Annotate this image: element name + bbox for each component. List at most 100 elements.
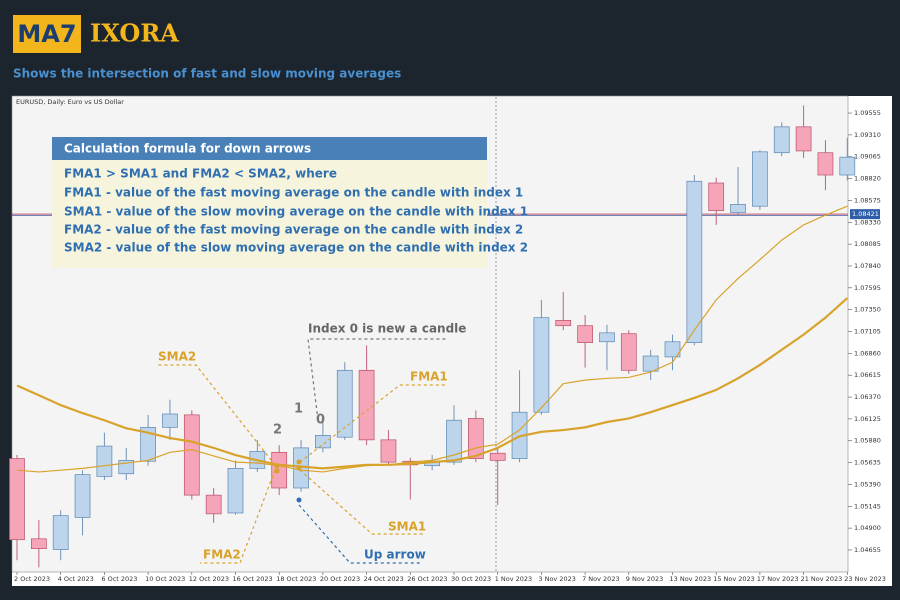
y-tick-label: 1.04900 <box>854 524 881 532</box>
x-tick-label: 13 Nov 2023 <box>670 575 712 583</box>
cross-dot <box>296 465 302 471</box>
leader <box>299 469 425 535</box>
y-tick-label: 1.05880 <box>854 437 881 445</box>
info-line: FMA1 > SMA1 and FMA2 < SMA2, where <box>64 167 337 181</box>
candle-body <box>839 156 856 176</box>
moving-average <box>16 297 849 470</box>
moving-average <box>16 205 848 473</box>
annotation: FMA1 <box>410 370 448 384</box>
candle-body <box>577 325 593 343</box>
candle-body <box>664 341 681 358</box>
candle-body <box>642 355 659 372</box>
y-tick-label: 1.07350 <box>854 306 881 314</box>
candle-body <box>620 333 637 371</box>
y-tick-label: 1.06860 <box>854 349 881 357</box>
price-label-box <box>850 209 880 220</box>
x-tick-label: 30 Oct 2023 <box>451 575 491 583</box>
x-tick-label: 21 Nov 2023 <box>801 575 843 583</box>
x-tick-label: 2 Oct 2023 <box>14 575 50 583</box>
candle-body <box>686 180 703 343</box>
candle-body <box>31 538 47 549</box>
y-tick-label: 1.05390 <box>854 480 881 488</box>
x-tick-label: 16 Oct 2023 <box>233 575 273 583</box>
candle-body <box>708 182 725 212</box>
x-tick-label: 6 Oct 2023 <box>101 575 137 583</box>
x-tick-label: 18 Oct 2023 <box>276 575 316 583</box>
annotation: 2 <box>273 423 282 438</box>
y-tick-label: 1.08330 <box>854 218 881 226</box>
y-tick-label: 1.08575 <box>854 196 881 204</box>
y-tick-label: 1.08085 <box>854 240 881 248</box>
x-tick-label: 1 Nov 2023 <box>495 575 533 583</box>
annotation: 0 <box>316 413 325 428</box>
leader <box>158 364 276 466</box>
x-tick-label: 17 Nov 2023 <box>757 575 799 583</box>
candle-body <box>795 126 812 152</box>
x-tick-label: 10 Oct 2023 <box>145 575 185 583</box>
y-tick-label: 1.07595 <box>854 284 881 292</box>
candle-body <box>162 413 178 428</box>
x-tick-label: 4 Oct 2023 <box>58 575 94 583</box>
annotation: 1 <box>294 402 303 417</box>
cross-dot <box>296 459 302 465</box>
info-line: FMA1 - value of the fast moving average … <box>64 186 523 200</box>
candle-body <box>468 418 484 459</box>
logo-badge: MA7 <box>17 20 76 48</box>
x-tick-label: 20 Oct 2023 <box>320 575 360 583</box>
info-box: Calculation formula for down arrows FMA1… <box>52 137 528 268</box>
candle-body <box>52 515 69 550</box>
annotation: Up arrow <box>364 548 426 562</box>
candle-body <box>336 369 353 438</box>
annotation: SMA2 <box>158 350 196 364</box>
x-tick-label: 7 Nov 2023 <box>582 575 620 583</box>
candle-body <box>555 320 572 327</box>
y-tick-label: 1.07105 <box>854 328 881 336</box>
candle-body <box>599 332 615 343</box>
y-tick-label: 1.09310 <box>854 131 881 139</box>
x-tick-label: 24 Oct 2023 <box>364 575 404 583</box>
candle-body <box>9 458 25 541</box>
y-tick-label: 1.06370 <box>854 393 881 401</box>
chart-title: EURUSD, Daily: Euro vs US Dollar <box>16 98 124 106</box>
y-tick-label: 1.07840 <box>854 262 881 270</box>
annotation: FMA2 <box>203 548 241 562</box>
x-tick-label: 23 Nov 2023 <box>844 575 886 583</box>
candle-body <box>817 152 834 176</box>
candle-body <box>752 151 768 207</box>
y-tick-label: 1.05145 <box>854 502 881 510</box>
leader <box>200 469 276 564</box>
candle-body <box>315 435 331 449</box>
x-tick-label: 12 Oct 2023 <box>189 575 229 583</box>
y-tick-label: 1.06615 <box>854 371 881 379</box>
candle-body <box>380 439 397 463</box>
candle-body <box>205 494 222 515</box>
y-tick-label: 1.04655 <box>854 546 881 554</box>
candle-body <box>773 126 790 154</box>
candle-body <box>74 474 91 518</box>
y-tick-label: 1.09065 <box>854 153 881 161</box>
leaders <box>158 338 447 564</box>
leader <box>299 384 447 463</box>
leader <box>307 338 447 421</box>
cross-dot <box>274 468 280 474</box>
leader <box>298 504 420 564</box>
y-tick-label: 1.08820 <box>854 175 881 183</box>
x-tick-label: 26 Oct 2023 <box>407 575 447 583</box>
candle-body <box>730 204 746 213</box>
x-tick-label: 15 Nov 2023 <box>713 575 755 583</box>
candle-body <box>96 445 113 477</box>
candle-body <box>227 468 244 514</box>
y-tick-label: 1.05635 <box>854 459 881 467</box>
x-tick-label: 3 Nov 2023 <box>538 575 576 583</box>
annotation: SMA1 <box>388 520 426 534</box>
x-tick-label: 9 Nov 2023 <box>626 575 664 583</box>
subtitle: Shows the intersection of fast and slow … <box>13 67 401 81</box>
candle-body <box>140 427 156 462</box>
up-arrow-dot <box>296 497 302 503</box>
logo-brand: IXORA <box>90 19 179 48</box>
annotation: Index 0 is new a candle <box>308 322 466 336</box>
info-title: Calculation formula for down arrows <box>64 142 311 156</box>
candle-body <box>446 419 462 463</box>
